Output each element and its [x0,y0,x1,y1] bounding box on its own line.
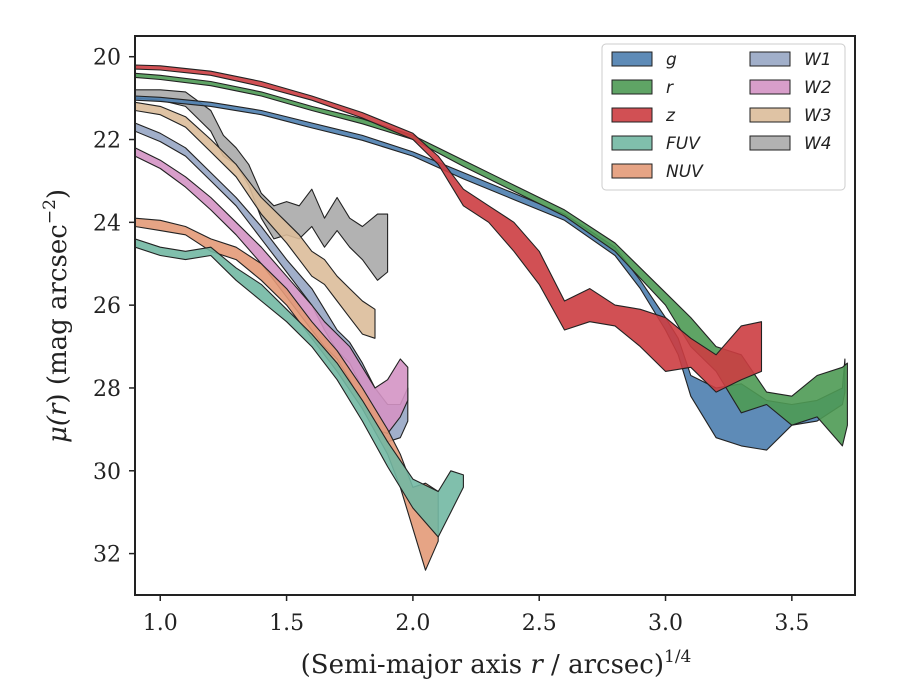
band-FUV [135,238,464,538]
band-NUV [135,217,439,571]
legend-label-r: r [666,78,674,98]
legend-label-FUV: FUV [666,134,701,154]
legend-label-W1: W1 [804,50,832,70]
legend-label-W2: W2 [804,78,832,98]
legend-swatch-FUV [611,135,653,151]
legend-swatch-g [611,51,653,67]
legend-label-g: g [666,50,677,70]
y-tick-label: 28 [93,377,121,402]
y-tick-label: 24 [93,211,121,236]
band-W3 [135,101,376,339]
legend-label-z: z [665,106,676,126]
legend-swatch-W2 [749,79,791,95]
legend-label-W3: W3 [804,106,832,126]
band-r [135,72,848,447]
plot-frame [134,35,856,596]
legend-swatch-W3 [749,107,791,123]
x-tick-label: 1.0 [143,611,178,636]
y-tick-label: 26 [93,294,121,319]
y-axis-label: μ(r) (mag arcsec−2) [40,189,73,443]
x-tick-label: 2.0 [395,611,430,636]
legend: grz FUV NUV W1 W2 W3 W4 [601,43,846,191]
legend-swatch-z [611,107,653,123]
x-tick-label: 2.5 [522,611,557,636]
y-tick-label: 22 [93,129,121,154]
y-tick-label: 30 [93,460,121,485]
y-ticks: 20 22 24 26 28 30 32 [93,46,135,568]
legend-swatch-W4 [749,135,791,151]
profile-bands [135,64,848,571]
legend-swatch-r [611,79,653,95]
x-tick-label: 3.5 [774,611,809,636]
axes [134,35,856,596]
y-tick-label: 20 [93,46,121,71]
legend-label-W4: W4 [804,134,832,154]
band-z [135,64,763,393]
x-axis-label: (Semi-major axis r / arcsec)1/4 [301,647,692,680]
x-tick-label: 3.0 [648,611,683,636]
x-ticks: 1.0 1.5 2.0 2.5 3.0 3.5 [143,595,809,636]
y-tick-label: 32 [93,543,121,568]
legend-swatch-NUV [611,163,653,179]
legend-swatch-W1 [749,51,791,67]
legend-label-NUV: NUV [666,162,704,182]
x-tick-label: 1.5 [269,611,304,636]
